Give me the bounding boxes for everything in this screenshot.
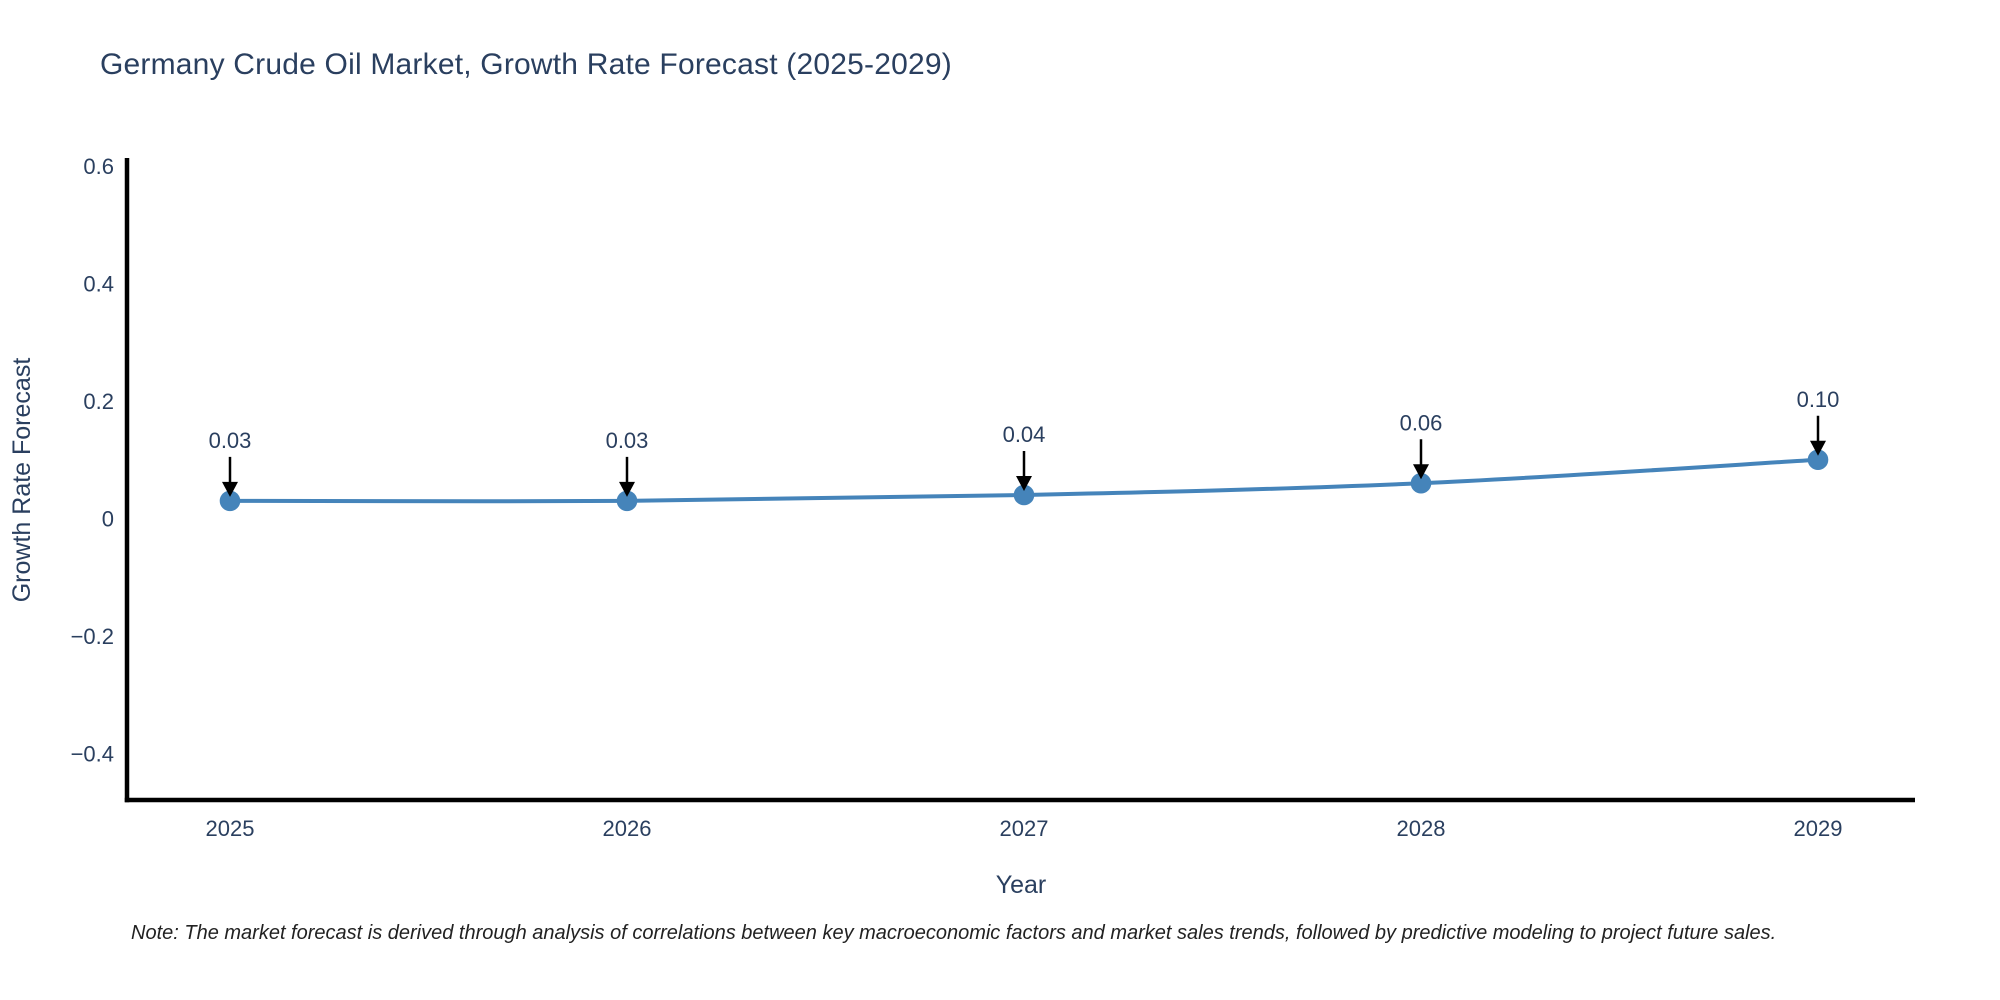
y-axis-title: Growth Rate Forecast [8,358,36,603]
x-axis-title: Year [996,871,1047,899]
x-tick-label: 2029 [1794,816,1843,841]
point-value-label: 0.03 [606,428,649,453]
y-tick-label: −0.2 [71,624,114,649]
data-point-marker [1807,449,1829,471]
data-point-marker [219,490,241,512]
y-tick-label: 0.4 [83,272,114,297]
y-tick-label: 0 [102,507,114,532]
annotation-arrow-head [1413,464,1429,480]
annotation-arrow-head [1810,440,1826,456]
footnote: Note: The market forecast is derived thr… [131,922,1777,944]
chart-title: Germany Crude Oil Market, Growth Rate Fo… [100,48,952,81]
y-tick-label: 0.2 [83,389,114,414]
y-tick-label: 0.6 [83,154,114,179]
chart-generated-layer: 0.6 0.4 0.2 0 −0.2 −0.4 2025 2026 2027 2028 2029 0.… [71,154,1915,841]
point-value-label: 0.04 [1003,422,1046,447]
annotation-arrow-head [222,481,238,497]
point-value-label: 0.03 [209,428,252,453]
x-tick-label: 2028 [1397,816,1446,841]
x-tick-label: 2027 [1000,816,1049,841]
annotation-arrow-head [1016,476,1032,491]
x-tick-label: 2026 [603,816,652,841]
x-tick-label: 2025 [206,816,255,841]
data-point-marker [1410,472,1432,494]
data-point-marker [1013,484,1035,506]
point-value-label: 0.10 [1797,387,1840,412]
point-value-label: 0.06 [1400,410,1443,435]
data-point-marker [616,490,638,512]
annotation-arrow-head [619,481,635,497]
y-tick-label: −0.4 [71,742,114,767]
